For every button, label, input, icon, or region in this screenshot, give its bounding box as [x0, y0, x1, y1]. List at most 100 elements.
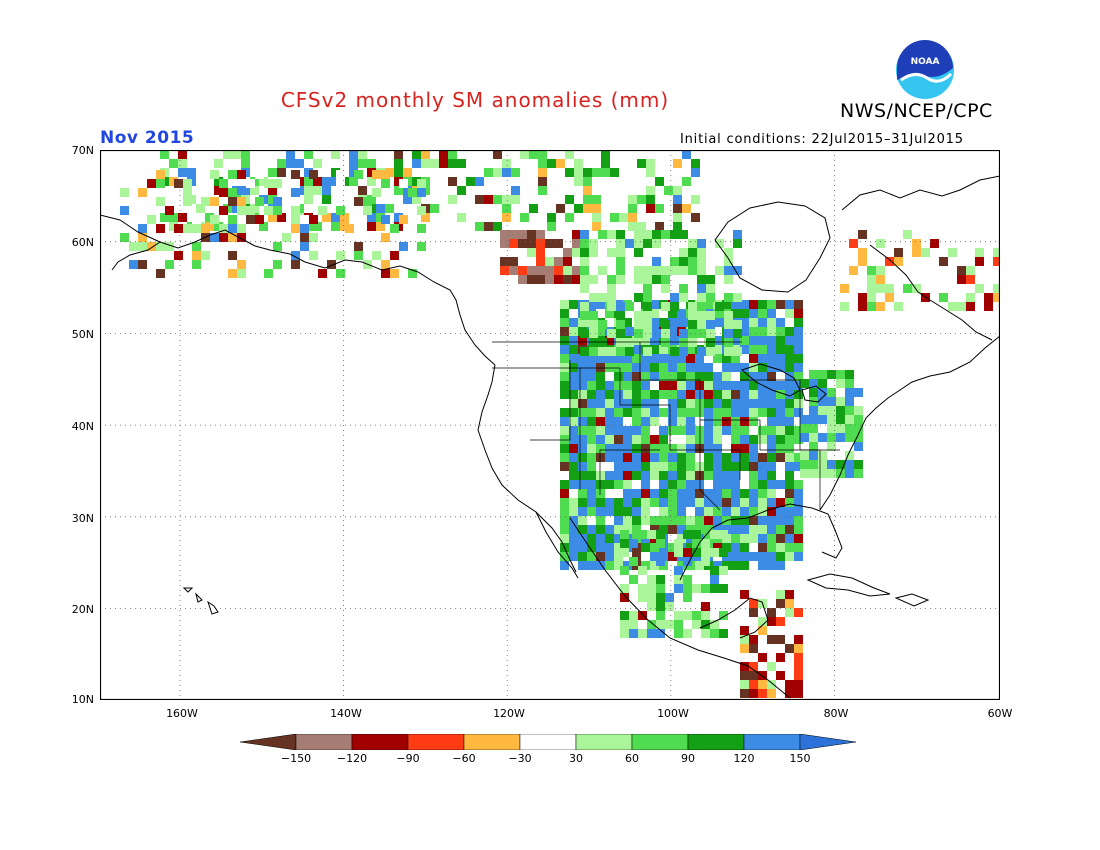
anomaly-cell — [493, 150, 502, 159]
anomaly-cell — [596, 444, 605, 453]
anomaly-cell — [710, 575, 719, 584]
anomaly-cell — [695, 363, 704, 372]
anomaly-cell — [596, 426, 605, 435]
anomaly-cell — [598, 293, 607, 302]
anomaly-cell — [767, 471, 776, 480]
anomaly-cell — [758, 671, 767, 680]
anomaly-cell — [309, 251, 318, 260]
anomaly-cell — [659, 435, 668, 444]
anomaly-cell — [518, 230, 527, 239]
anomaly-cell — [749, 662, 758, 671]
anomaly-cell — [704, 453, 713, 462]
anomaly-cell — [677, 480, 686, 489]
anomaly-cell — [569, 543, 578, 552]
anomaly-cell — [641, 462, 650, 471]
anomaly-cell — [659, 489, 668, 498]
anomaly-cell — [652, 266, 661, 275]
anomaly-cell — [620, 611, 629, 620]
anomaly-cell — [785, 543, 794, 552]
anomaly-cell — [661, 275, 670, 284]
anomaly-cell — [876, 302, 885, 311]
anomaly-cell — [569, 552, 578, 561]
anomaly-cell — [668, 408, 677, 417]
anomaly-cell — [683, 530, 692, 539]
anomaly-cell — [614, 507, 623, 516]
anomaly-cell — [511, 195, 520, 204]
anomaly-cell — [656, 593, 665, 602]
colorbar-box — [407, 734, 465, 750]
anomaly-cell — [587, 363, 596, 372]
anomaly-cell — [827, 370, 836, 379]
anomaly-cell — [740, 635, 749, 644]
anomaly-cell — [858, 302, 867, 311]
colorbar-box — [295, 734, 353, 750]
lon-tick-60w: 60W — [987, 707, 1013, 720]
anomaly-cell — [219, 188, 228, 197]
anomaly-cell — [156, 242, 165, 251]
anomaly-cell — [957, 275, 966, 284]
anomaly-cell — [749, 327, 758, 336]
anomaly-cell — [704, 399, 713, 408]
anomaly-cell — [219, 224, 228, 233]
anomaly-cell — [587, 426, 596, 435]
anomaly-cell — [580, 257, 589, 266]
colorbar-tick-label: −60 — [452, 752, 476, 765]
anomaly-cell — [569, 417, 578, 426]
anomaly-cell — [740, 552, 749, 561]
anomaly-cell — [616, 320, 625, 329]
anomaly-cell — [836, 415, 845, 424]
anomaly-cell — [569, 381, 578, 390]
anomaly-cell — [697, 248, 706, 257]
anomaly-cell — [670, 257, 679, 266]
anomaly-cell — [650, 453, 659, 462]
anomaly-cell — [596, 489, 605, 498]
anomaly-cell — [601, 168, 610, 177]
anomaly-cell — [509, 266, 518, 275]
anomaly-cell — [569, 480, 578, 489]
anomaly-cell — [758, 354, 767, 363]
anomaly-cell — [785, 590, 794, 599]
anomaly-cell — [367, 213, 376, 222]
anomaly-cell — [623, 399, 632, 408]
anomaly-cell — [589, 311, 598, 320]
anomaly-cell — [840, 302, 849, 311]
anomaly-cell — [749, 453, 758, 462]
anomaly-cell — [749, 372, 758, 381]
anomaly-cell — [569, 453, 578, 462]
anomaly-cell — [692, 548, 701, 557]
anomaly-cell — [493, 222, 502, 231]
anomaly-cell — [291, 188, 300, 197]
anomaly-cell — [691, 195, 700, 204]
anomaly-cell — [794, 399, 803, 408]
anomaly-cell — [776, 498, 785, 507]
anomaly-cell — [596, 435, 605, 444]
anomaly-cell — [538, 150, 547, 159]
anomaly-cell — [354, 197, 363, 206]
anomaly-cell — [794, 516, 803, 525]
anomaly-cell — [616, 266, 625, 275]
anomaly-cell — [583, 204, 592, 213]
anomaly-cell — [587, 471, 596, 480]
anomaly-cell — [610, 213, 619, 222]
anomaly-cell — [605, 444, 614, 453]
anomaly-cell — [241, 159, 250, 168]
anomaly-cell — [527, 239, 536, 248]
anomaly-cell — [587, 498, 596, 507]
anomaly-cell — [845, 379, 854, 388]
anomaly-cell — [706, 275, 715, 284]
anomaly-cell — [500, 257, 509, 266]
anomaly-cell — [331, 177, 340, 186]
anomaly-cell — [758, 543, 767, 552]
anomaly-cell — [228, 224, 237, 233]
anomaly-cell — [641, 435, 650, 444]
anomaly-cell — [695, 498, 704, 507]
colorbar-box — [631, 734, 689, 750]
anomaly-cell — [641, 561, 650, 570]
anomaly-cell — [587, 372, 596, 381]
anomaly-cell — [502, 168, 511, 177]
anomaly-cell — [560, 417, 569, 426]
anomaly-cell — [291, 251, 300, 260]
anomaly-cell — [574, 168, 583, 177]
anomaly-cell — [632, 381, 641, 390]
anomaly-cell — [304, 177, 313, 186]
